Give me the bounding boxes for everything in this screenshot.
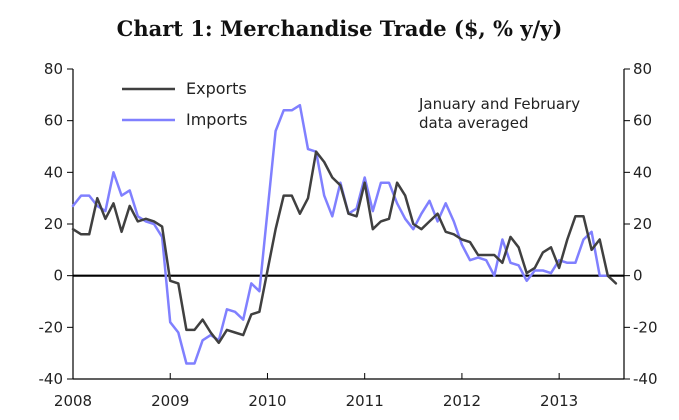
y-tick-label-right: -40 <box>633 370 658 388</box>
x-tick-label: 2013 <box>540 392 578 410</box>
y-tick-label-right: 0 <box>633 267 643 285</box>
y-tick-label-left: 20 <box>44 215 63 233</box>
y-tick-label-right: 20 <box>633 215 652 233</box>
legend-label-imports: Imports <box>186 110 247 129</box>
y-tick-label-right: 60 <box>633 112 652 130</box>
axis-ticks: -40 -40 -20 -20 0 0 20 20 40 40 60 60 80 80 2008 2009 20… <box>39 60 658 410</box>
series-line-exports <box>71 150 618 345</box>
x-tick-label: 2008 <box>54 392 92 410</box>
x-tick-label: 2012 <box>443 392 481 410</box>
chart-title: Chart 1: Merchandise Trade ($, % y/y) <box>117 16 563 41</box>
x-tick-label: 2011 <box>346 392 384 410</box>
annotation-line-2: data averaged <box>419 114 528 132</box>
x-tick-label: 2010 <box>248 392 286 410</box>
y-tick-label-left: 60 <box>44 112 63 130</box>
y-tick-label-left: -20 <box>39 318 64 336</box>
y-tick-label-left: -40 <box>39 370 64 388</box>
legend-label-exports: Exports <box>186 79 247 98</box>
y-tick-label-left: 40 <box>44 163 63 181</box>
series-line-imports <box>71 103 610 365</box>
y-tick-label-right: 40 <box>633 163 652 181</box>
y-tick-label-right: 80 <box>633 60 652 78</box>
x-tick-label: 2009 <box>151 392 189 410</box>
y-tick-label-right: -20 <box>633 318 658 336</box>
y-tick-label-left: 0 <box>53 267 63 285</box>
annotation-line-1: January and February <box>418 95 580 113</box>
plot-area: -40 -40 -20 -20 0 0 20 20 40 40 60 60 80 80 2008 2009 20… <box>39 60 658 410</box>
series-lines <box>71 103 618 365</box>
y-tick-label-left: 80 <box>44 60 63 78</box>
legend: Exports Imports <box>122 79 247 129</box>
annotation: January and February data averaged <box>418 95 580 132</box>
